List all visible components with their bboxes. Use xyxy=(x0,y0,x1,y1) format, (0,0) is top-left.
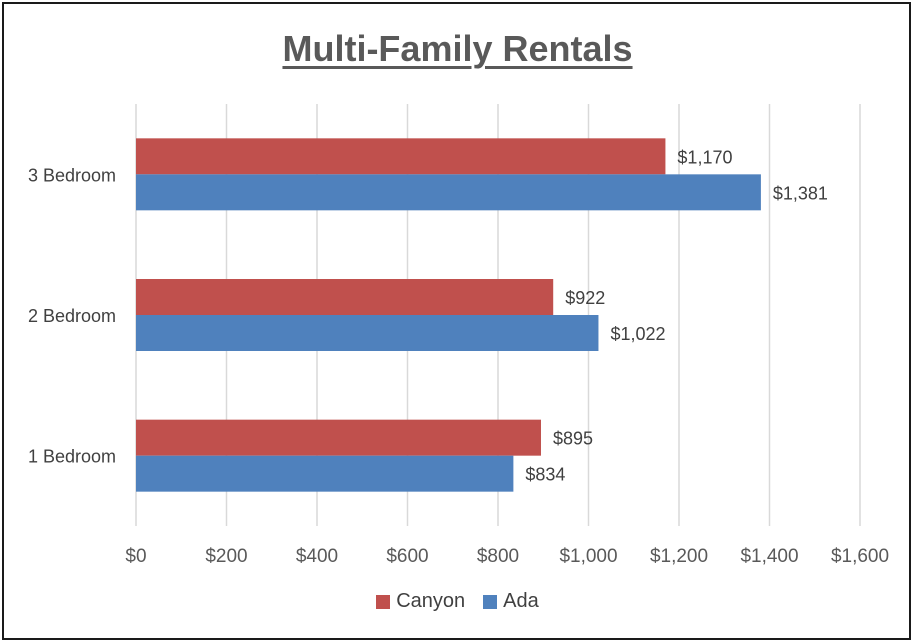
bar-canyon xyxy=(136,419,541,456)
x-tick-label: $0 xyxy=(125,546,146,567)
x-tick-label: $1,000 xyxy=(559,546,617,567)
legend-swatch-ada xyxy=(483,594,498,609)
x-tick-label: $1,400 xyxy=(740,546,798,567)
x-tick-label: $1,600 xyxy=(831,546,889,567)
legend-label-canyon: Canyon xyxy=(396,590,466,612)
data-label: $895 xyxy=(553,429,593,449)
x-tick-label: $200 xyxy=(205,546,247,567)
x-tick-label: $400 xyxy=(296,546,338,567)
bar-ada xyxy=(136,315,599,351)
bar-ada xyxy=(136,455,514,492)
legend-item-canyon: Canyon xyxy=(376,590,465,613)
bar-canyon xyxy=(136,138,666,175)
data-label: $1,381 xyxy=(773,183,828,203)
data-label: $1,170 xyxy=(677,147,732,167)
bar-ada xyxy=(136,174,761,211)
x-tick-label: $1,200 xyxy=(650,546,708,567)
chart-title: Multi-Family Rentals xyxy=(282,28,633,69)
x-tick-label: $800 xyxy=(477,546,519,567)
legend-swatch-canyon xyxy=(376,594,391,609)
data-label: $922 xyxy=(565,288,605,308)
bar-canyon xyxy=(136,279,554,315)
legend: Canyon Ada xyxy=(0,590,915,613)
data-label: $834 xyxy=(525,465,565,485)
legend-label-ada: Ada xyxy=(503,590,539,612)
legend-item-ada: Ada xyxy=(483,590,539,613)
category-label: 2 Bedroom xyxy=(28,306,116,326)
data-label: $1,022 xyxy=(610,324,665,344)
x-tick-label: $600 xyxy=(386,546,428,567)
category-label: 1 Bedroom xyxy=(28,447,116,467)
category-label: 3 Bedroom xyxy=(28,165,116,185)
